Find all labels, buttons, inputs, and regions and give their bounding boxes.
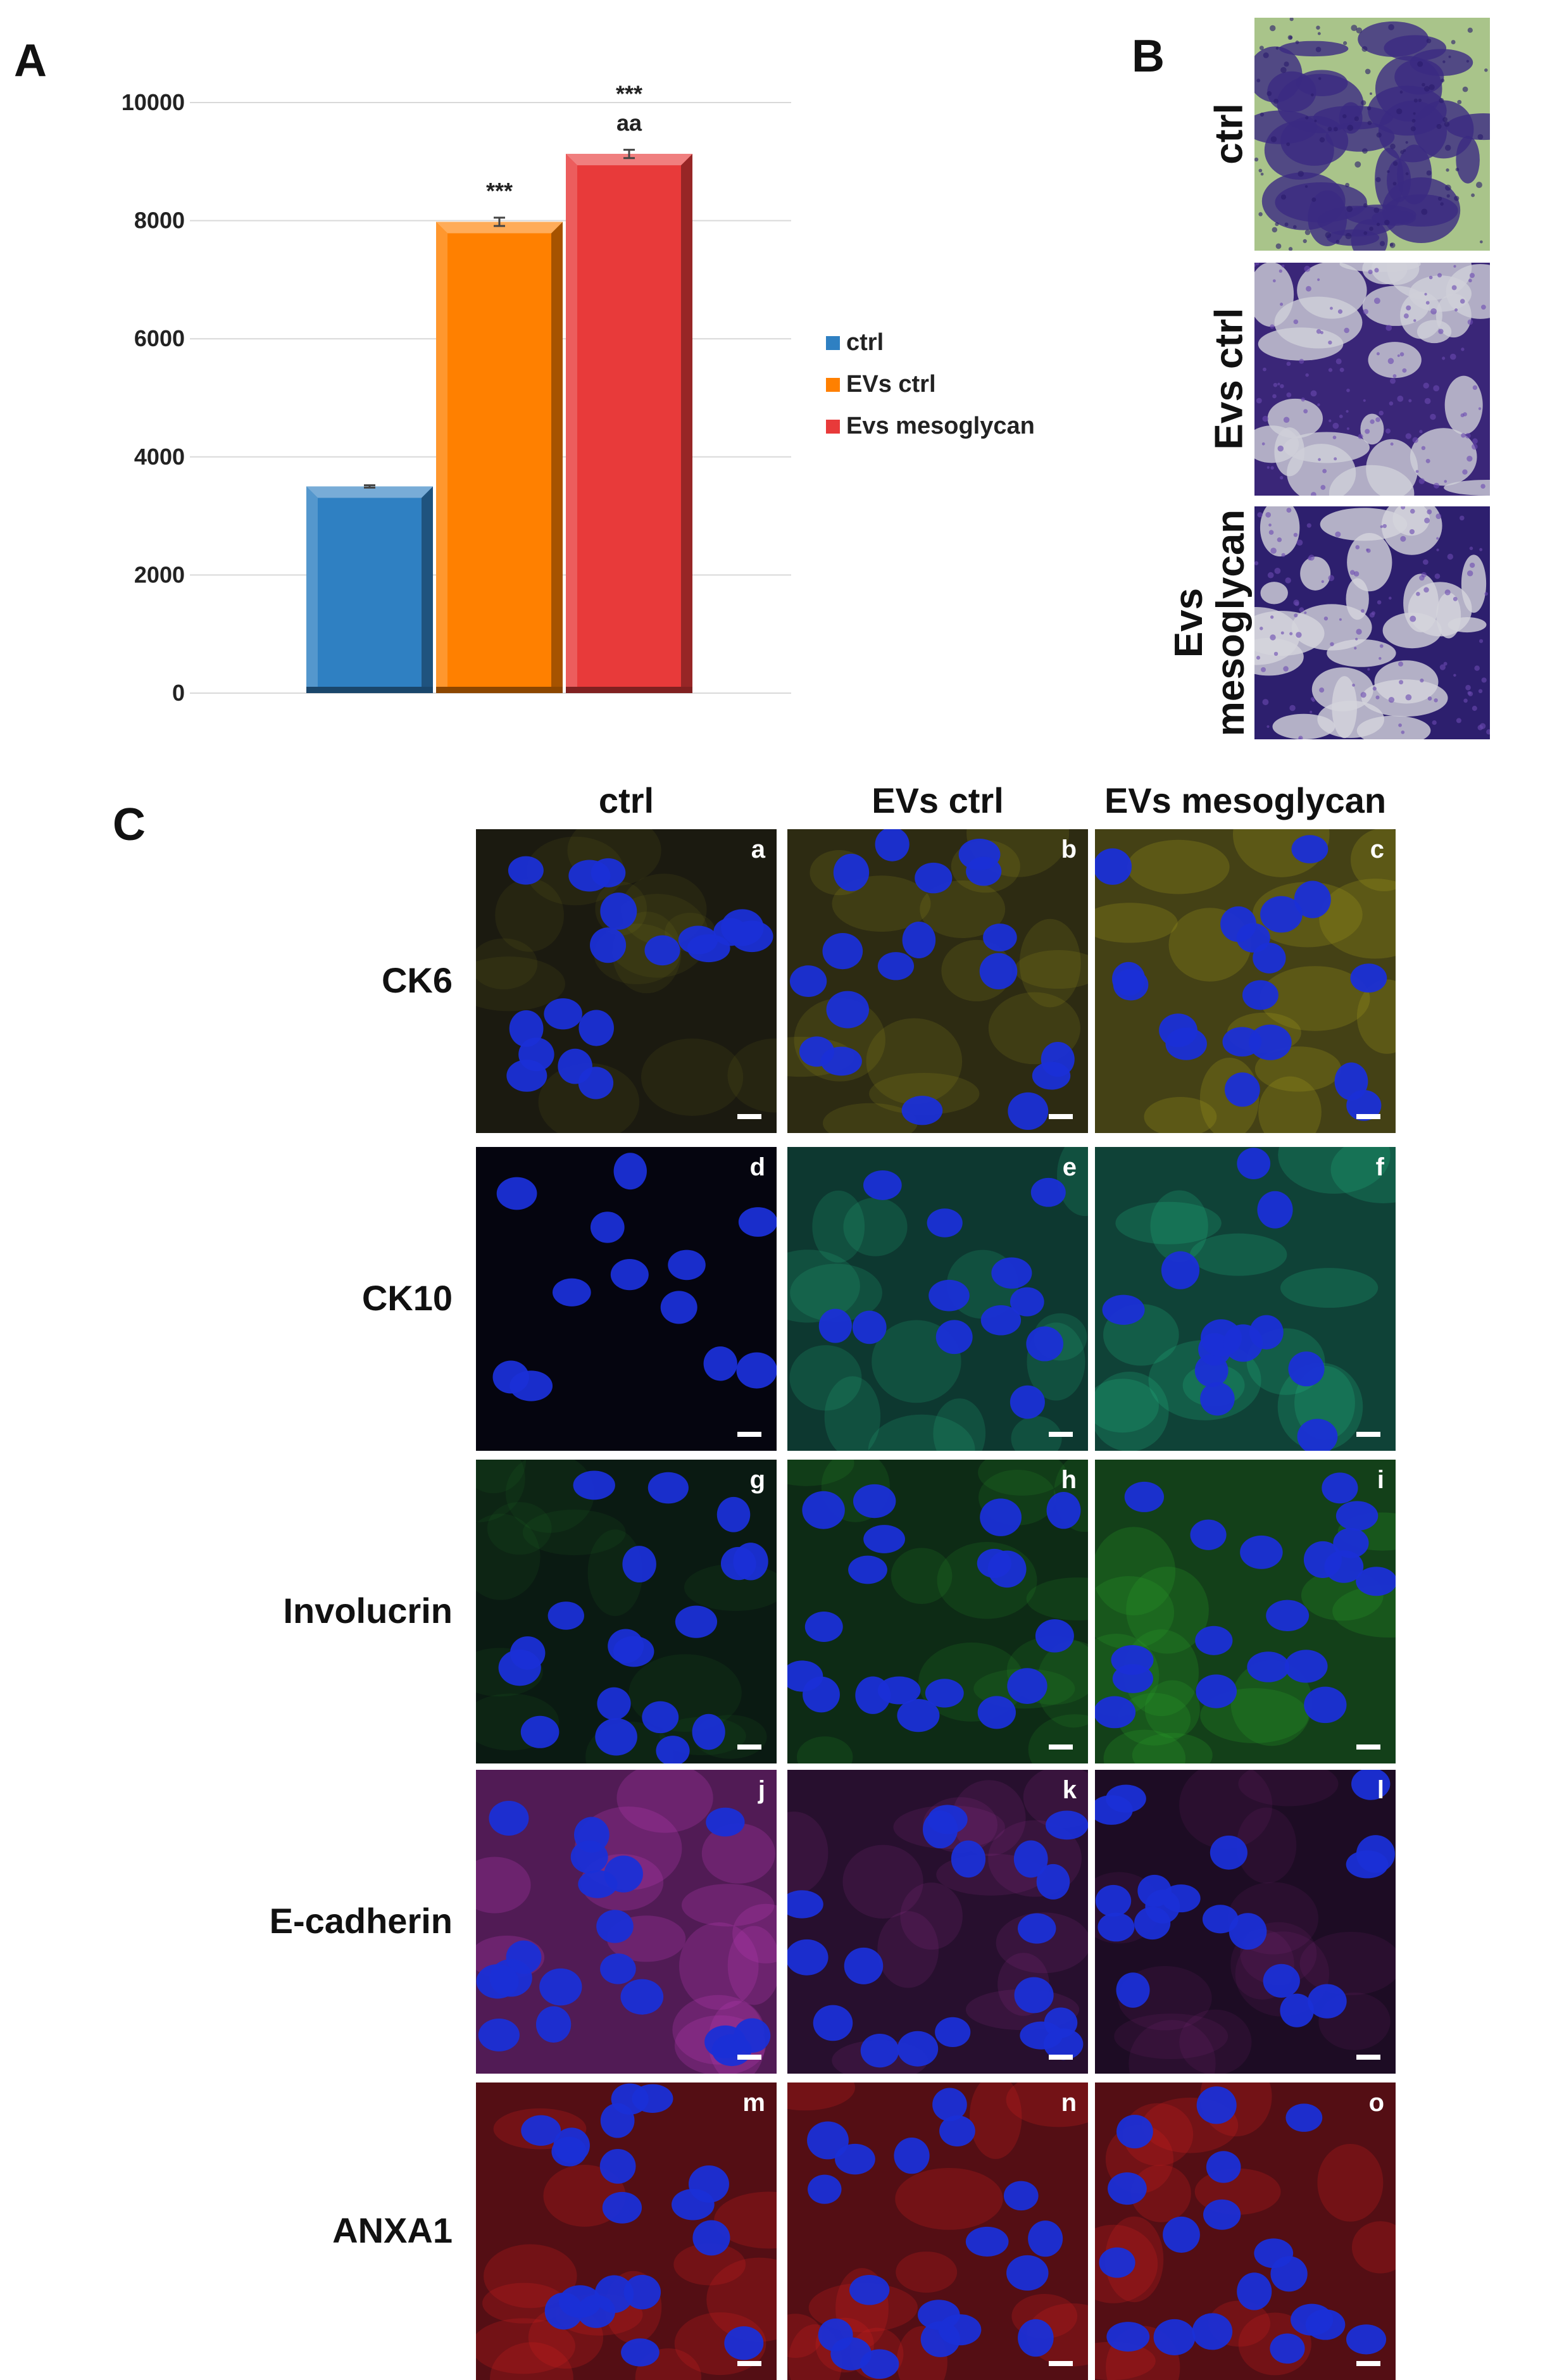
transwell-label-2: Evs mesoglycan <box>1167 509 1253 737</box>
bar-base-1 <box>436 687 563 693</box>
micrograph-n: n <box>787 2082 1088 2380</box>
y-tick-label: 10000 <box>122 89 185 115</box>
bar-0 <box>306 486 433 693</box>
bar-2 <box>566 154 692 693</box>
row-label-1: CK10 <box>361 1278 453 1318</box>
significance-label-1: *** <box>486 178 513 204</box>
bar-edge-1 <box>436 222 447 693</box>
scale-bar <box>737 1744 761 1750</box>
micrograph-letter: k <box>1062 1776 1077 1804</box>
micrograph-o: o <box>1095 2082 1396 2380</box>
bar-top-1 <box>436 222 563 234</box>
bar-edge-0 <box>306 486 318 693</box>
legend-swatch <box>826 419 840 434</box>
y-tick-label: 6000 <box>134 325 185 351</box>
micrograph-g: g <box>476 1460 777 1763</box>
scale-bar <box>1049 2055 1073 2060</box>
micrograph-d: d <box>476 1147 777 1451</box>
transwell-image-1 <box>1254 263 1490 496</box>
micrograph-letter: n <box>1061 2089 1077 2117</box>
scale-bar <box>1049 1432 1073 1437</box>
scale-bar <box>1356 2055 1380 2060</box>
micrograph-j: j <box>476 1770 777 2074</box>
scale-bar <box>737 2361 761 2366</box>
bar-side-0 <box>422 486 433 693</box>
legend-item-1: EVs ctrl <box>826 371 936 398</box>
error-bar-0 <box>364 484 375 489</box>
micrograph-letter: e <box>1062 1153 1077 1181</box>
panel-c-letter: C <box>113 799 146 850</box>
micrograph-letter: i <box>1377 1466 1384 1494</box>
legend-swatch <box>826 377 840 392</box>
micrograph-m: m <box>476 2082 777 2380</box>
scale-bar <box>737 1114 761 1119</box>
micrograph-k: k <box>787 1770 1088 2074</box>
scale-bar <box>1356 1114 1380 1119</box>
error-bar-1 <box>494 216 505 227</box>
micrograph-c: c <box>1095 829 1396 1133</box>
bar-top-0 <box>306 486 433 498</box>
legend-label: EVs ctrl <box>846 371 936 398</box>
micrograph-letter: m <box>742 2089 765 2117</box>
panel-a-letter: A <box>14 35 47 86</box>
micrograph-letter: j <box>758 1776 765 1804</box>
micrograph-letter: h <box>1061 1466 1077 1494</box>
micrograph-b: b <box>787 829 1088 1133</box>
legend-swatch <box>826 335 840 350</box>
micrograph-e: e <box>787 1147 1088 1451</box>
micrograph-letter: d <box>749 1153 765 1181</box>
legend-label: ctrl <box>846 329 884 356</box>
legend-label: Evs mesoglycan <box>846 413 1035 439</box>
scale-bar <box>1049 1114 1073 1119</box>
micrograph-letter: g <box>749 1466 765 1494</box>
micrograph-a: a <box>476 829 777 1133</box>
micrograph-h: h <box>787 1460 1088 1763</box>
significance-label-2: *** <box>616 81 642 107</box>
column-header-2: EVs mesoglycan <box>1104 780 1387 820</box>
error-bar-2 <box>623 149 635 160</box>
y-tick-label: 0 <box>172 680 185 706</box>
bar-side-1 <box>551 222 563 693</box>
bar-edge-2 <box>566 154 577 693</box>
y-tick-label: 8000 <box>134 208 185 234</box>
transwell-image-2 <box>1254 506 1490 739</box>
scale-bar <box>1356 1432 1380 1437</box>
transwell-image-0 <box>1254 18 1490 251</box>
significance-label-2: aa <box>616 110 642 136</box>
micrograph-l: l <box>1095 1770 1396 2074</box>
legend-item-0: ctrl <box>826 329 884 356</box>
micrograph-letter: o <box>1368 2089 1384 2117</box>
micrograph-f: f <box>1095 1147 1396 1451</box>
row-label-3: E-cadherin <box>269 1901 453 1941</box>
micrograph-letter: f <box>1375 1153 1384 1181</box>
y-tick-label: 4000 <box>134 444 185 470</box>
panel-b-letter: B <box>1132 31 1165 82</box>
transwell-label-1: Evs ctrl <box>1207 308 1251 450</box>
row-label-2: Involucrin <box>283 1591 453 1631</box>
scale-bar <box>1356 2361 1380 2366</box>
bar-chart: 0 2000 4000 6000 8000 10000 *** *** aa <box>122 81 791 706</box>
micrograph-i: i <box>1095 1460 1396 1763</box>
legend-item-2: Evs mesoglycan <box>826 413 1035 440</box>
column-header-0: ctrl <box>598 780 654 820</box>
column-header-1: EVs ctrl <box>872 780 1004 820</box>
y-tick-label: 2000 <box>134 561 185 587</box>
scale-bar <box>737 2055 761 2060</box>
bar-1 <box>436 222 563 693</box>
row-label-0: CK6 <box>381 960 453 1000</box>
micrograph-letter: c <box>1370 836 1384 863</box>
micrograph-letter: b <box>1061 836 1077 863</box>
row-label-4: ANXA1 <box>332 2210 453 2250</box>
transwell-label-0: ctrl <box>1207 103 1251 165</box>
scale-bar <box>737 1432 761 1437</box>
bar-top-2 <box>566 154 692 166</box>
scale-bar <box>1049 1744 1073 1750</box>
bar-base-0 <box>306 687 433 693</box>
micrograph-letter: l <box>1377 1776 1384 1804</box>
micrograph-letter: a <box>751 836 765 863</box>
scale-bar <box>1049 2361 1073 2366</box>
bar-side-2 <box>681 154 692 693</box>
scale-bar <box>1356 1744 1380 1750</box>
bar-base-2 <box>566 687 692 693</box>
